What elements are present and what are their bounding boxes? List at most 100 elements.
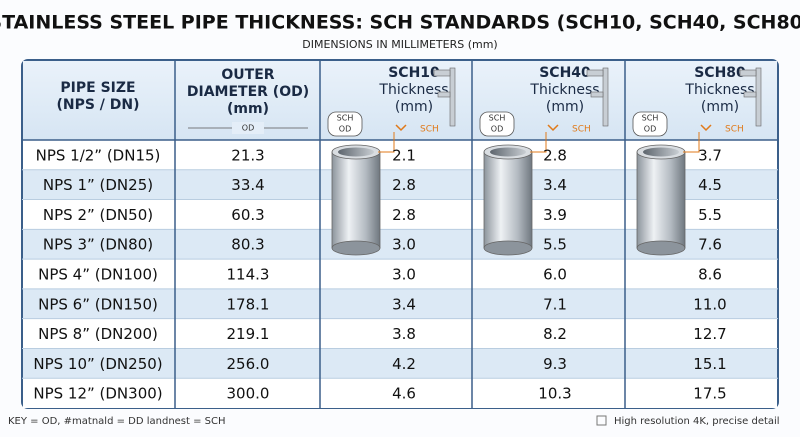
- column-header: (mm): [546, 99, 584, 115]
- table-cell: 256.0: [227, 355, 270, 373]
- row-bg: [23, 378, 777, 408]
- table-cell: NPS 10” (DN250): [33, 355, 162, 373]
- column-header: OUTER: [221, 67, 274, 83]
- column-header: Thickness: [684, 82, 754, 98]
- table-cell: NPS 1/2” (DN15): [36, 146, 161, 164]
- title: STAINLESS STEEL PIPE THICKNESS: SCH STAN…: [0, 12, 800, 34]
- pipe-body: [331, 151, 381, 249]
- caliper: [433, 69, 451, 77]
- row-bg: [23, 318, 777, 349]
- table-cell: 15.1: [693, 355, 726, 373]
- table-cell: 219.1: [227, 325, 270, 343]
- footer-note: High resolution 4K, precise detail: [614, 416, 780, 427]
- table-cell: 5.5: [543, 236, 567, 254]
- table-cell: 3.0: [392, 266, 416, 284]
- table-cell: 3.7: [698, 146, 722, 164]
- footer-key: KEY = OD, #matnald = DD landnest = SCH: [8, 416, 226, 427]
- table-cell: 33.4: [231, 176, 264, 194]
- column-header: Thickness: [529, 82, 599, 98]
- column-header: SCH10: [388, 65, 440, 81]
- caliper: [743, 91, 757, 98]
- table-cell: 2.8: [543, 146, 567, 164]
- row-bg: [23, 259, 777, 289]
- sch-icon-label: SCH: [725, 125, 744, 135]
- sch-icon-label: SCH: [337, 114, 354, 123]
- sch-icon-label: SCH: [572, 125, 591, 135]
- subtitle: DIMENSIONS IN MILLIMETERS (mm): [302, 38, 497, 51]
- table-cell: 178.1: [227, 295, 270, 313]
- column-header: (mm): [701, 99, 739, 115]
- column-header: PIPE SIZE: [60, 80, 135, 96]
- table-cell: 4.2: [392, 355, 416, 373]
- pipe-bottom: [331, 240, 381, 256]
- pipe-bore: [338, 147, 374, 157]
- sch-icon: [479, 111, 515, 137]
- table-cell: 3.0: [392, 236, 416, 254]
- column-header: (mm): [395, 99, 433, 115]
- leader-line: [530, 132, 547, 153]
- table-cell: 60.3: [231, 206, 264, 224]
- leader-line: [683, 132, 700, 153]
- table-cell: 80.3: [231, 236, 264, 254]
- caliper: [437, 91, 451, 98]
- table-cell: 17.5: [693, 385, 726, 403]
- pipe-bottom: [636, 240, 686, 256]
- table-cell: 4.6: [392, 385, 416, 403]
- table-cell: 3.4: [543, 176, 567, 194]
- table-cell: 11.0: [693, 295, 726, 313]
- sch-arrow: [395, 124, 407, 132]
- table-cell: NPS 8” (DN200): [38, 325, 158, 343]
- table-cell: 8.2: [543, 325, 567, 343]
- sch-icon-label: OD: [491, 125, 503, 134]
- pipe-bore: [643, 147, 679, 157]
- pipe-body: [483, 151, 533, 249]
- table-cell: 3.8: [392, 325, 416, 343]
- row-bg: [23, 288, 777, 319]
- sch-icon-label: SCH: [642, 114, 659, 123]
- caliper: [739, 69, 757, 77]
- column-header: SCH80: [694, 65, 746, 81]
- table-cell: NPS 3” (DN80): [43, 236, 153, 254]
- leader-line: [378, 132, 395, 153]
- table-cell: NPS 2” (DN50): [43, 206, 153, 224]
- table-cell: 21.3: [231, 146, 264, 164]
- footer-icon: [596, 415, 607, 426]
- table-cell: 7.1: [543, 295, 567, 313]
- table-cell: NPS 1” (DN25): [43, 176, 153, 194]
- column-header: (NPS / DN): [56, 97, 139, 113]
- sch-arrow: [547, 124, 559, 132]
- table-cell: 12.7: [693, 325, 726, 343]
- caliper: [449, 67, 456, 127]
- table-cell: 300.0: [227, 385, 270, 403]
- row-bg: [23, 348, 777, 379]
- caliper: [586, 69, 604, 77]
- sch-icon: [632, 111, 668, 137]
- column-header: DIAMETER (OD): [187, 84, 309, 100]
- table-cell: 9.3: [543, 355, 567, 373]
- table-cell: NPS 6” (DN150): [38, 295, 158, 313]
- table-cell: 4.5: [698, 176, 722, 194]
- table-cell: 5.5: [698, 206, 722, 224]
- sch-icon: [327, 111, 363, 137]
- column-header: Thickness: [378, 82, 448, 98]
- caliper: [602, 67, 609, 127]
- pipe-bottom: [483, 240, 533, 256]
- sch-icon-label: OD: [339, 125, 351, 134]
- table-cell: 10.3: [538, 385, 571, 403]
- table-cell: NPS 12” (DN300): [33, 385, 162, 403]
- sch-arrow: [700, 124, 712, 132]
- od-label-bg: [232, 122, 264, 134]
- table-cell: 6.0: [543, 266, 567, 284]
- caliper: [755, 67, 762, 127]
- sch-icon-label: OD: [644, 125, 656, 134]
- table-cell: NPS 4” (DN100): [38, 266, 158, 284]
- table-cell: 3.4: [392, 295, 416, 313]
- od-label: OD: [242, 124, 254, 133]
- sch-icon-label: SCH: [489, 114, 506, 123]
- table-cell: 7.6: [698, 236, 722, 254]
- table-cell: 2.8: [392, 206, 416, 224]
- sch-icon-label: SCH: [420, 125, 439, 135]
- table-cell: 3.9: [543, 206, 567, 224]
